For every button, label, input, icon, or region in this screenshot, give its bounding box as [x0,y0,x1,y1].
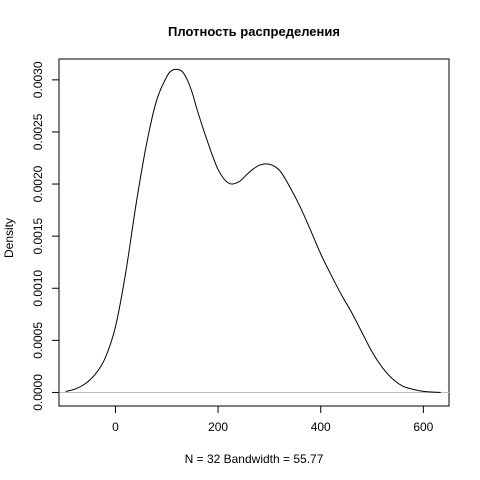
y-tick-label: 0.0000 [31,374,45,411]
y-tick-label: 0.0030 [31,61,45,98]
x-tick-label: 0 [112,420,119,434]
y-tick-label: 0.0005 [31,322,45,359]
y-tick-label: 0.0015 [31,217,45,254]
y-tick-label: 0.0020 [31,165,45,202]
y-axis-label: Density [2,218,16,258]
y-tick-label: 0.0010 [31,270,45,307]
x-tick-label: 200 [208,420,228,434]
density-line-0 [65,68,441,393]
x-axis: 0 200 400 600 [112,405,434,434]
x-axis-label: N = 32 Bandwidth = 55.77 [185,452,324,466]
x-tick-label: 600 [413,420,433,434]
x-tick-label: 400 [311,420,331,434]
y-axis: 0.0000 0.0005 0.0010 0.0015 0.0020 0.0025 0.00… [31,61,60,411]
chart-title: Плотность распределения [168,24,340,39]
y-tick-label: 0.0025 [31,113,45,150]
series-layer [65,68,441,393]
plot-area-border [58,58,450,407]
